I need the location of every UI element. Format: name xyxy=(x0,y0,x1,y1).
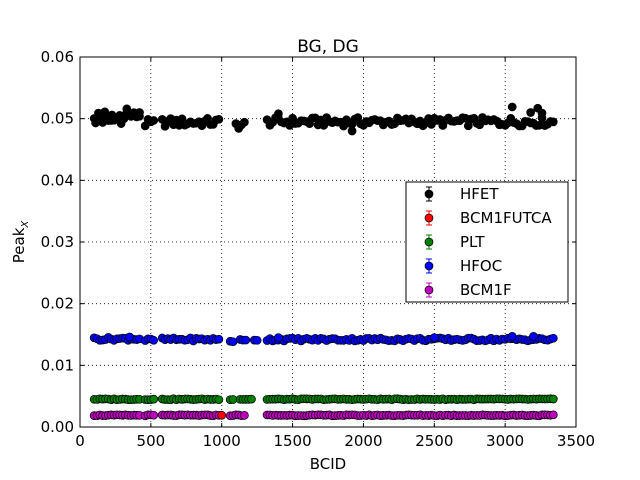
data-point xyxy=(214,114,224,124)
legend-label: HFOC xyxy=(460,257,502,275)
data-point xyxy=(526,108,536,117)
series-bcm1f xyxy=(89,410,558,421)
y-tick-label: 0.00 xyxy=(41,418,74,436)
data-point xyxy=(495,120,504,130)
data-point xyxy=(240,117,249,127)
legend-entry-bcm1futca: BCM1FUTCA xyxy=(424,209,552,227)
series-plt xyxy=(89,394,558,405)
x-tick-label: 2000 xyxy=(344,432,382,450)
y-axis-label-main: Peak xyxy=(10,227,28,263)
legend: HFET BCM1FUTCA PLT HFOC BCM1F xyxy=(405,181,569,303)
y-axis-label-subscript: X xyxy=(20,220,31,229)
series-hfet xyxy=(89,102,558,136)
data-point xyxy=(347,126,357,136)
legend-marker xyxy=(424,189,434,199)
data-point xyxy=(507,102,517,112)
data-point xyxy=(507,332,517,341)
data-markers xyxy=(89,102,558,421)
x-tick-label: 500 xyxy=(137,432,166,450)
data-point xyxy=(135,108,144,117)
data-point xyxy=(529,332,538,341)
data-point xyxy=(125,109,134,119)
data-point xyxy=(149,394,159,404)
series-bcm1futca xyxy=(217,410,227,420)
x-tick-label: 0 xyxy=(75,432,85,450)
x-tick-label: 3000 xyxy=(486,432,524,450)
series-hfoc xyxy=(89,332,558,347)
x-tick-label: 1000 xyxy=(203,432,241,450)
legend-marker xyxy=(424,285,434,295)
data-point xyxy=(214,334,224,344)
data-point xyxy=(214,395,224,405)
data-point xyxy=(548,117,558,127)
legend-entry-hfoc: HFOC xyxy=(424,257,502,275)
x-axis-label: BCID xyxy=(310,455,346,473)
y-tick-label: 0.03 xyxy=(41,233,74,251)
y-tick-label: 0.05 xyxy=(41,110,74,128)
legend-entry-bcm1f: BCM1F xyxy=(424,281,512,299)
data-point xyxy=(252,335,262,345)
data-point xyxy=(149,116,159,125)
chart-title: BG, DG xyxy=(297,37,359,57)
data-point xyxy=(548,410,558,420)
data-point xyxy=(125,332,134,342)
data-point xyxy=(149,410,159,420)
y-tick-label: 0.04 xyxy=(41,171,74,189)
legend-label: HFET xyxy=(460,185,499,203)
x-tick-label: 1500 xyxy=(273,432,311,450)
legend-label: PLT xyxy=(460,233,485,251)
data-point xyxy=(241,335,251,345)
data-point xyxy=(548,333,558,343)
data-point xyxy=(247,394,256,404)
y-tick-label: 0.06 xyxy=(41,48,74,66)
y-tick-label: 0.01 xyxy=(41,356,74,374)
legend-marker xyxy=(424,261,434,271)
legend-items: HFET BCM1FUTCA PLT HFOC BCM1F xyxy=(424,185,552,299)
legend-entry-plt: PLT xyxy=(424,233,485,251)
data-point xyxy=(91,118,100,128)
axis-ticks: 0 500 1000 1500 2000 2500 3000 3500 0.00 0.01 0.02… xyxy=(41,48,596,450)
data-point xyxy=(537,108,547,118)
y-axis-label: PeakX xyxy=(10,220,31,264)
y-tick-label: 0.02 xyxy=(41,295,74,313)
data-point xyxy=(217,410,227,420)
data-point xyxy=(274,109,283,119)
data-point xyxy=(429,333,439,342)
data-point xyxy=(548,394,558,404)
data-point xyxy=(149,335,159,345)
x-tick-label: 3500 xyxy=(557,432,595,450)
x-tick-label: 2500 xyxy=(415,432,453,450)
legend-entry-hfet: HFET xyxy=(424,185,499,203)
legend-marker xyxy=(424,237,434,247)
data-point xyxy=(100,107,110,117)
data-point xyxy=(107,110,117,120)
data-point xyxy=(240,410,249,420)
data-point xyxy=(274,333,283,342)
legend-marker xyxy=(424,213,434,223)
legend-label: BCM1FUTCA xyxy=(460,209,552,227)
legend-label: BCM1F xyxy=(460,281,512,299)
